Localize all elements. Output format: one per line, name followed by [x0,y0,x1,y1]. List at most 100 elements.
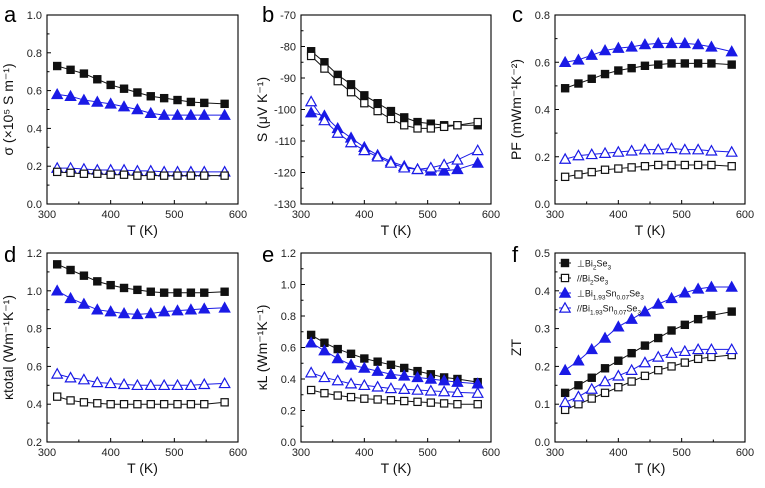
data-point [652,36,665,49]
legend-marker [558,286,572,298]
data-point [471,144,484,156]
panel-letter: e [262,242,274,267]
data-point [707,160,716,170]
data-point [424,384,438,396]
data-point [638,356,652,368]
data-point [344,136,358,148]
x-axis-label: T (K) [381,460,412,476]
data-point [612,145,625,157]
data-point [117,377,131,390]
data-point [398,161,411,173]
data-point [598,375,612,387]
data-point [373,357,382,366]
y-tick-label: -80 [280,42,296,54]
series-1 [304,336,484,389]
data-point [304,336,318,348]
data-point [344,377,358,389]
data-point [66,168,75,178]
data-point [66,265,75,275]
series-0 [52,260,229,297]
data-point [693,354,703,364]
data-point [614,382,623,392]
data-point [186,97,196,107]
data-point [79,69,89,78]
data-point [411,383,424,395]
series-0 [52,61,229,109]
data-point [665,36,678,49]
data-point [426,124,436,133]
data-point [587,74,596,83]
data-point [678,286,692,298]
data-point [691,282,705,294]
data-point [133,400,142,409]
data-point [654,60,663,69]
data-point [691,342,705,355]
series-3 [52,392,229,409]
data-point [574,79,583,88]
data-point [587,167,596,177]
data-point [198,302,211,314]
data-point [398,382,411,394]
data-point [680,358,690,367]
y-tick-label: 0.4 [535,286,550,298]
data-point [667,362,676,371]
data-point [200,400,209,409]
data-point [411,370,424,383]
x-tick-label: 600 [482,447,500,459]
series-1 [50,87,231,120]
data-point [598,331,612,343]
y-tick-label: -110 [275,136,296,148]
data-point [304,95,318,107]
x-tick-label: 400 [101,447,119,459]
plot-frame [300,14,492,205]
data-point [384,156,398,168]
data-point [79,398,89,407]
data-point [614,356,623,365]
y-tick-label: 0.4 [281,374,296,386]
data-point [358,378,371,391]
data-point [346,392,356,402]
legend: ⊥Bi2Se3 //Bi2Se3 ⊥Bi1.93Sn0.07Se3 //Bi1.93S… [558,259,644,317]
data-point [104,376,117,389]
data-point [360,354,369,363]
x-tick-label: 400 [609,209,627,221]
data-point [157,305,171,317]
x-tick-label: 300 [38,209,56,221]
data-point [612,320,625,332]
data-point [371,380,384,392]
data-point [333,76,342,86]
y-tick-label: -70 [280,10,296,22]
data-point [171,378,184,391]
y-tick-label: 0.4 [27,399,42,411]
data-point [691,38,705,50]
series-0 [560,307,736,398]
data-point [471,156,484,168]
x-tick-label: 500 [165,447,183,459]
legend-entry: //Bi1.93Sn0.07Se3 [577,304,641,317]
data-point [360,394,369,403]
data-point [627,377,636,386]
data-point [437,158,451,170]
data-point [117,307,131,319]
y-axis-label: PF (mWm⁻¹K⁻²) [508,59,524,160]
data-point [439,122,449,132]
y-tick-label: 1.0 [27,10,42,22]
panel-d: 300 400 500 600 0.2 0.4 0.6 0.8 1.0 1.2 T (K) κtota… [0,242,247,476]
data-point [574,381,583,390]
x-tick-label: 600 [482,209,500,221]
y-tick-label: 0.6 [535,57,550,69]
data-point [198,108,211,120]
series-3 [560,160,736,182]
data-point [560,405,570,415]
legend-entry: ⊥Bi1.93Sn0.07Se3 [577,289,644,302]
legend-entry: //Bi2Se3 [577,274,609,287]
data-point [437,164,451,176]
data-point [574,400,583,409]
data-point [680,160,690,170]
data-point [614,164,623,173]
data-point [320,64,329,73]
x-tick-label: 400 [609,447,627,459]
data-point [411,162,424,175]
data-point [133,88,142,97]
